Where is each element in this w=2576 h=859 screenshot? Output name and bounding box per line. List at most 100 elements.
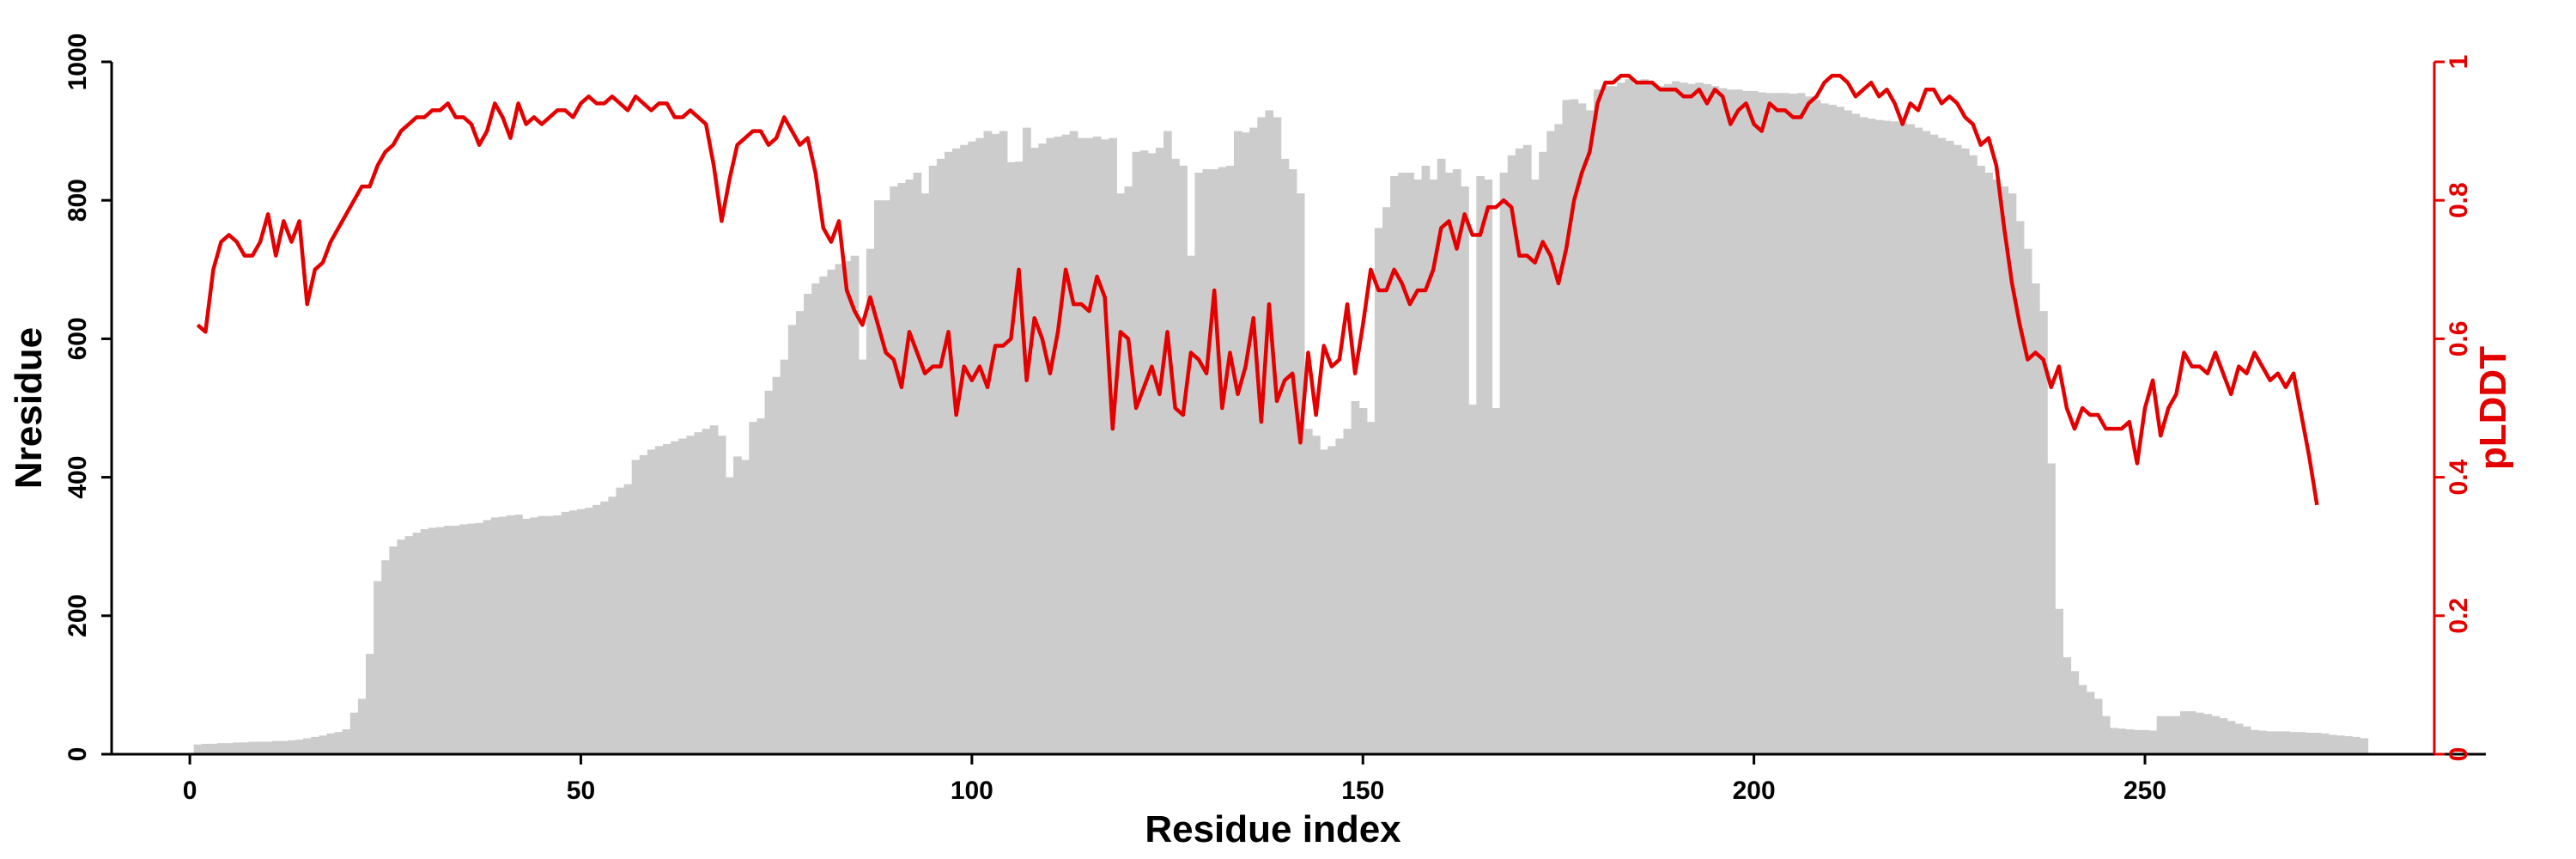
y2-tick-label: 1 <box>2445 55 2473 70</box>
residue-count-bar <box>1992 180 2002 754</box>
residue-count-bar <box>631 460 641 754</box>
residue-count-bar <box>2125 728 2134 754</box>
residue-count-bar <box>725 477 734 754</box>
residue-count-bar <box>1663 83 1673 755</box>
residue-count-bar <box>1484 180 1493 754</box>
residue-count-bar <box>1671 81 1680 754</box>
residue-count-bar <box>882 200 890 754</box>
residue-count-bar <box>1030 147 1039 754</box>
residue-count-bar <box>2023 248 2032 754</box>
residue-count-bar <box>295 740 304 754</box>
residue-count-bar <box>2039 311 2048 754</box>
residue-count-bar <box>1233 131 1242 755</box>
residue-count-bar <box>576 509 586 754</box>
residue-count-bar <box>1922 131 1931 755</box>
residue-count-bar <box>2047 463 2056 754</box>
residue-count-bar <box>647 449 656 754</box>
residue-count-bar <box>702 429 711 754</box>
y-tick-label: 200 <box>64 594 92 637</box>
y2-tick-label: 0.8 <box>2445 182 2473 218</box>
residue-count-bar <box>1499 172 1509 754</box>
residue-count-bar <box>905 180 914 754</box>
residue-count-bar <box>1781 93 1790 754</box>
residue-count-bar <box>623 484 633 754</box>
residue-count-bar <box>404 536 414 754</box>
residue-count-bar <box>452 526 460 754</box>
residue-count-bar <box>654 446 664 754</box>
residue-count-bar <box>514 515 523 754</box>
residue-count-bar <box>2148 730 2158 754</box>
residue-count-bar <box>1452 168 1461 754</box>
residue-count-bar <box>1218 167 1227 754</box>
residue-count-bar <box>663 443 671 754</box>
residue-count-bar <box>1249 127 1258 754</box>
residue-count-bar <box>342 728 351 754</box>
residue-count-bar <box>787 325 797 754</box>
residue-count-bar <box>1969 155 1978 754</box>
residue-count-bar <box>756 418 766 754</box>
y2-axis-title: pLDDT <box>2472 346 2514 470</box>
residue-count-bar <box>435 527 445 754</box>
residue-count-bar <box>1577 103 1587 755</box>
residue-count-bar <box>858 359 867 754</box>
residue-count-bar <box>1280 158 1290 755</box>
residue-count-bar <box>764 390 774 754</box>
residue-count-bar <box>2329 734 2337 754</box>
residue-count-bar <box>913 172 922 754</box>
x-axis-title: Residue index <box>1145 808 1401 850</box>
residue-count-bar <box>1789 94 1798 754</box>
residue-count-bar <box>2078 685 2087 754</box>
residue-count-bar <box>1398 172 1406 754</box>
residue-count-bar <box>201 743 210 754</box>
residue-count-bar <box>1812 100 1821 754</box>
residue-count-bar <box>389 546 398 754</box>
residue-count-bar <box>608 497 617 754</box>
residue-count-bar <box>1522 144 1532 755</box>
residue-count-bar <box>1710 86 1720 754</box>
residue-count-bar <box>1429 180 1438 754</box>
residue-count-bar <box>1984 172 1994 754</box>
residue-count-bar <box>2360 738 2369 754</box>
residue-count-bar <box>1765 93 1774 754</box>
residue-count-bar <box>819 276 828 754</box>
residue-count-bar <box>835 264 844 755</box>
x-tick-label: 100 <box>951 777 993 805</box>
residue-count-bar <box>2015 221 2025 754</box>
residue-count-bar <box>1492 408 1501 754</box>
residue-count-bar <box>1014 161 1024 754</box>
residue-count-bar <box>561 511 570 754</box>
residue-count-bar <box>2196 712 2204 754</box>
residue-count-bar <box>1374 228 1383 754</box>
residue-count-bar <box>1640 79 1649 754</box>
residue-count-bar <box>467 523 477 754</box>
residue-count-bar <box>920 193 930 754</box>
residue-count-bar <box>209 743 218 754</box>
residue-count-bar <box>686 436 696 754</box>
residue-count-bar <box>2274 731 2282 754</box>
residue-count-bar <box>1147 153 1157 754</box>
residue-count-bars <box>193 79 2369 755</box>
residue-count-bar <box>866 248 875 754</box>
residue-count-bar <box>600 501 609 754</box>
residue-count-bar <box>983 131 993 755</box>
residue-count-bar <box>2344 736 2353 754</box>
residue-count-bar <box>2172 716 2181 754</box>
residue-count-bar <box>1851 113 1861 754</box>
residue-count-bar <box>2211 716 2221 754</box>
residue-count-bar <box>1265 110 1274 755</box>
residue-count-bar <box>349 712 359 754</box>
residue-count-bar <box>1116 193 1126 754</box>
residue-count-bar <box>1625 79 1634 754</box>
residue-count-bar <box>1202 168 1212 754</box>
residue-count-bar <box>1601 86 1610 754</box>
residue-count-bar <box>2242 726 2251 754</box>
y-tick-label: 0 <box>64 747 92 762</box>
residue-count-bar <box>506 515 515 754</box>
residue-count-bar <box>1546 131 1555 755</box>
residue-count-bar <box>1836 107 1844 754</box>
residue-count-bar <box>1187 255 1196 754</box>
residue-count-bar <box>538 515 547 754</box>
residue-count-bar <box>1593 89 1602 755</box>
residue-count-bar <box>2289 732 2299 754</box>
x-tick-label: 250 <box>2123 777 2166 805</box>
